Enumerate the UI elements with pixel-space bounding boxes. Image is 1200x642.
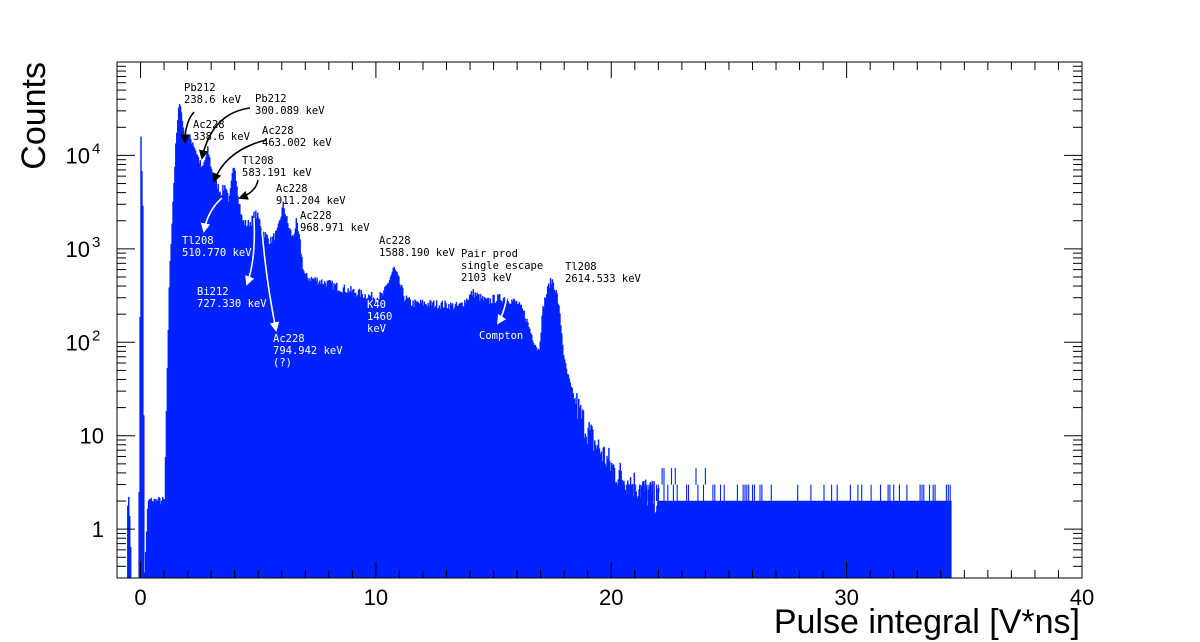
y-tick-label: 10 (66, 237, 90, 262)
label-pb212-238: Pb212 238.6 keV (184, 82, 242, 106)
tail-spikes (148, 468, 951, 578)
arrow-pb212-300 (198, 107, 251, 160)
y-tick-label: 10 (66, 330, 90, 355)
histogram (126, 103, 952, 579)
y-tick-label: 1 (92, 517, 104, 542)
label-ac228-794: Ac228 794.942 keV (?) (273, 333, 343, 369)
y-tick-exponent: 4 (92, 140, 100, 157)
label-pair-production: Pair prod single escape 2103 keV (461, 248, 543, 284)
x-tick-label: 0 (134, 585, 146, 610)
annotation-arrows (180, 107, 509, 332)
y-tick-exponent: 3 (92, 234, 100, 251)
label-tl208-2614: Tl208 2614.533 keV (565, 261, 642, 285)
arrow-bi212-727 (245, 217, 256, 286)
label-k40-1460: K40 1460 keV (367, 299, 392, 335)
x-axis-title: Pulse integral [V*ns] (774, 603, 1080, 641)
label-ac228-463: Ac228 463.002 keV (262, 125, 332, 149)
x-tick-label: 20 (599, 585, 623, 610)
x-tick-label: 30 (834, 585, 858, 610)
label-tl208-583: Tl208 583.191 keV (242, 155, 312, 179)
histogram-tail-spikes (148, 468, 951, 578)
arrow-tl208-583 (238, 179, 259, 200)
label-ac228-911: Ac228 911.204 keV (276, 183, 346, 207)
arrow-ac228-463 (212, 139, 267, 183)
y-tick-exponent: 2 (92, 327, 100, 344)
x-axis: 0 10 20 30 40 (116, 62, 1094, 610)
plot-frame (116, 61, 1083, 579)
x-tick-label: 10 (364, 585, 388, 610)
arrow-pb212-238 (180, 111, 195, 144)
label-tl208-510: Tl208 510.770 keV (182, 235, 252, 259)
annotation-labels: Pb212 238.6 keV Pb212 300.089 keV Ac228 338… (182, 82, 642, 369)
y-axis-title: Counts (15, 62, 53, 170)
y-tick-label: 10 (66, 143, 90, 168)
label-pb212-300: Pb212 300.089 keV (255, 93, 325, 117)
label-ac228-1588: Ac228 1588.190 keV (379, 235, 456, 259)
label-ac228-968: Ac228 968.971 keV (300, 210, 370, 234)
label-compton: Compton (479, 330, 523, 342)
histogram-area (126, 103, 952, 579)
arrow-ac228-794 (261, 229, 280, 332)
y-tick-label: 10 (80, 424, 104, 449)
label-bi212-727: Bi212 727.330 keV (197, 286, 267, 310)
x-tick-label: 40 (1070, 585, 1094, 610)
arrow-tl208-510 (200, 197, 223, 233)
label-ac228-338: Ac228 338.6 keV (193, 119, 251, 143)
arrow-compton (496, 289, 509, 325)
